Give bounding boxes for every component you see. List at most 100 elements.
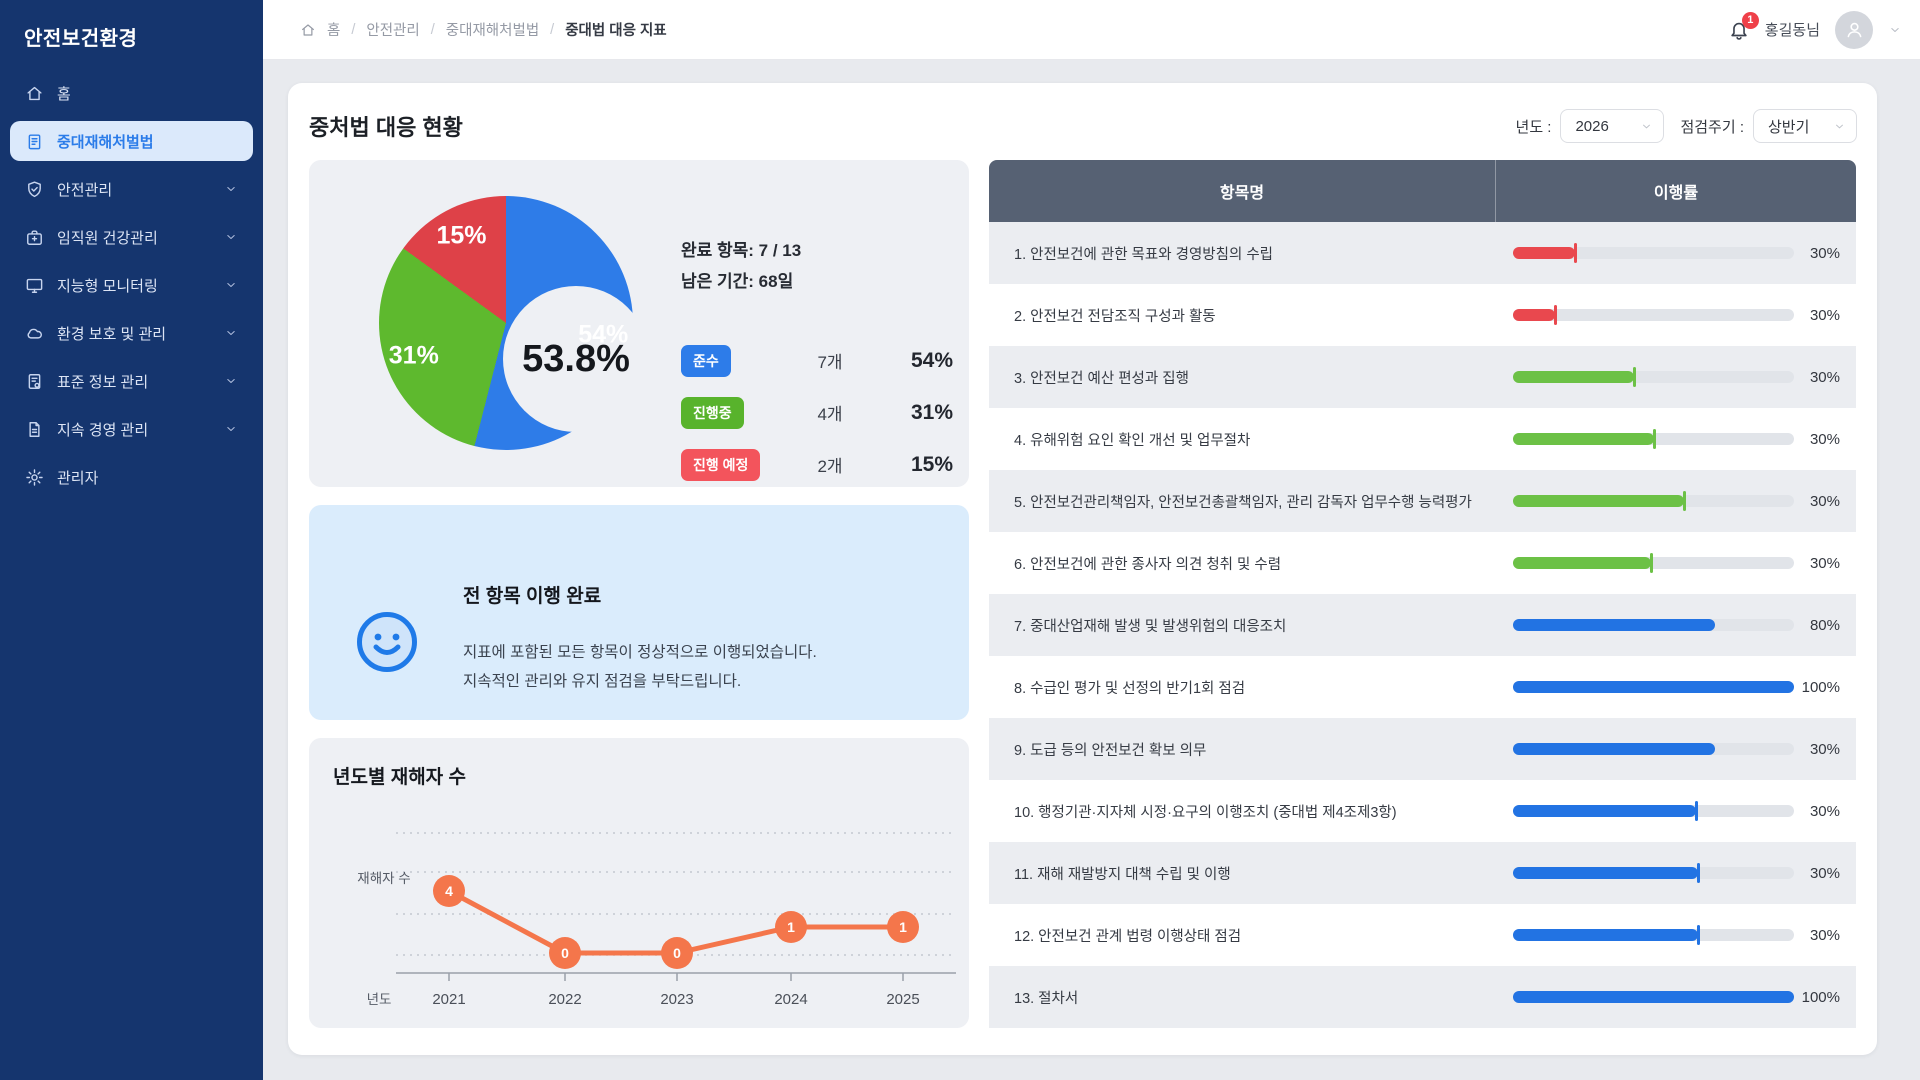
trend-point	[775, 911, 807, 943]
svg-text:1: 1	[899, 919, 907, 935]
trend-line-chart: 4 0 0 1 1 2021 2022 2023 2024 2025 재해자 수년도	[357, 832, 956, 1008]
trend-point	[661, 937, 693, 969]
legend-count: 7개	[817, 353, 843, 372]
progress-bar-marker	[1697, 863, 1701, 883]
row-rate-value: 30%	[1809, 306, 1840, 324]
legend-count: 4개	[817, 405, 843, 424]
table-row[interactable]: 9. 도급 등의 안전보건 확보 의무 30%	[989, 718, 1856, 780]
progress-bar	[1513, 305, 1794, 325]
progress-bar	[1513, 429, 1794, 449]
notice-body: 지표에 포함된 모든 항목이 정상적으로 이행되었습니다. 지속적인 관리와 유…	[463, 638, 817, 697]
notice-line-1: 지표에 포함된 모든 항목이 정상적으로 이행되었습니다.	[463, 644, 817, 661]
row-item-name: 8. 수급인 평가 및 선정의 반기1회 점검	[1014, 680, 1246, 697]
progress-bar	[1513, 863, 1794, 883]
table-row[interactable]: 4. 유해위험 요인 확인 개선 및 업무절차 30%	[989, 408, 1856, 470]
progress-bar-marker	[1697, 925, 1701, 945]
progress-bar	[1513, 367, 1794, 387]
notice-title: 전 항목 이행 완료	[463, 586, 602, 607]
row-rate-value: 30%	[1809, 802, 1840, 820]
legend-count: 2개	[817, 457, 843, 476]
cloud-icon	[25, 324, 44, 343]
chevron-down-icon	[224, 374, 238, 388]
row-rate-value: 30%	[1809, 492, 1840, 510]
chevron-down-icon[interactable]	[1888, 23, 1902, 37]
sidebar-item-environment[interactable]: 환경 보호 및 관리	[10, 313, 253, 353]
sidebar-item-label: 지능형 모니터링	[57, 277, 158, 295]
table-body: 1. 안전보건에 관한 목표와 경영방침의 수립 30% 2. 안전보건 전담조직 …	[989, 222, 1856, 1028]
row-rate-value: 30%	[1809, 244, 1840, 262]
table-row[interactable]: 10. 행정기관·지자체 시정·요구의 이행조치 (중대법 제4조제3항) 30%	[989, 780, 1856, 842]
progress-bar-fill	[1513, 247, 1575, 259]
chevron-down-icon	[224, 278, 238, 292]
trend-point	[887, 911, 919, 943]
row-rate-value: 30%	[1809, 926, 1840, 944]
svg-text:0: 0	[673, 945, 681, 961]
breadcrumb-item[interactable]: 중대재해처벌법	[445, 23, 540, 39]
progress-bar-marker	[1649, 553, 1653, 573]
progress-bar-fill	[1513, 619, 1716, 631]
table-row[interactable]: 5. 안전보건관리책임자, 안전보건총괄책임자, 관리 감독자 업무수행 능력평…	[989, 470, 1856, 532]
notification-bell-button[interactable]: 1	[1728, 11, 1759, 41]
table-row[interactable]: 7. 중대산업재해 발생 및 발생위험의 대응조치 80%	[989, 594, 1856, 656]
svg-text:0: 0	[561, 945, 569, 961]
period-select[interactable]: 상반기	[1753, 109, 1857, 143]
table-row[interactable]: 13. 절차서 100%	[989, 966, 1856, 1028]
progress-bar-marker	[1554, 305, 1558, 325]
legend-row: 진행 예정 2개 15%	[681, 446, 953, 483]
chevron-down-icon	[224, 326, 238, 340]
notification-badge: 1	[1741, 11, 1759, 29]
sidebar-item-label: 임직원 건강관리	[57, 229, 158, 247]
breadcrumb-item[interactable]: 홈	[327, 23, 341, 39]
sidebar-item-safety-management[interactable]: 안전관리	[10, 169, 253, 209]
row-item-name: 3. 안전보건 예산 편성과 집행	[1014, 370, 1189, 387]
breadcrumb-separator: /	[550, 21, 555, 38]
card-content: 53.8% 54% 31% 15% 완료 항목: 7 / 13 남은 기간: 68일…	[288, 143, 1877, 1048]
clipboard-icon	[25, 132, 44, 151]
topbar-user-area: 1 홍길동님	[1728, 10, 1902, 49]
progress-bar	[1513, 553, 1794, 573]
chevron-down-icon	[1833, 120, 1846, 133]
left-column: 53.8% 54% 31% 15% 완료 항목: 7 / 13 남은 기간: 68일…	[309, 160, 969, 1028]
sidebar-item-label: 관리자	[57, 469, 99, 487]
sidebar-item-smart-monitoring[interactable]: 지능형 모니터링	[10, 265, 253, 305]
year-select[interactable]: 2026	[1560, 109, 1665, 143]
breadcrumb-item: 중대법 대응 지표	[565, 23, 667, 39]
progress-bar-marker	[1652, 429, 1656, 449]
progress-bar-fill	[1513, 557, 1651, 569]
sidebar-item-standard-info[interactable]: 표준 정보 관리	[10, 361, 253, 401]
legend-percent: 15%	[910, 452, 953, 476]
smiley-face-icon	[355, 610, 419, 674]
table-row[interactable]: 1. 안전보건에 관한 목표와 경영방침의 수립 30%	[989, 222, 1856, 284]
breadcrumb-separator: /	[351, 21, 356, 38]
x-tick-label: 2024	[774, 991, 807, 1008]
chevron-down-icon	[224, 422, 238, 436]
row-item-name: 12. 안전보건 관계 법령 이행상태 점검	[1014, 928, 1242, 945]
sidebar-item-employee-health[interactable]: 임직원 건강관리	[10, 217, 253, 257]
progress-bar-track	[1513, 247, 1794, 259]
sidebar-item-sustainability[interactable]: 지속 경영 관리	[10, 409, 253, 449]
sidebar-item-label: 홈	[57, 85, 71, 103]
avatar[interactable]	[1835, 10, 1873, 49]
row-item-name: 9. 도급 등의 안전보건 확보 의무	[1014, 742, 1207, 759]
legend-row: 진행중 4개 31%	[681, 394, 953, 431]
sidebar-item-severe-accident-law[interactable]: 중대재해처벌법	[10, 121, 253, 161]
legend-percent: 31%	[910, 400, 953, 424]
donut-legend: 준수 7개 54% 진행중 4개 31% 진행 예정 2개 15%	[681, 342, 953, 483]
row-rate-value: 80%	[1809, 616, 1840, 634]
table-row[interactable]: 2. 안전보건 전담조직 구성과 활동 30%	[989, 284, 1856, 346]
sidebar-item-home[interactable]: 홈	[10, 73, 253, 113]
remaining-days-label: 남은 기간: 68일	[681, 271, 794, 291]
yearly-accident-panel: 년도별 재해자 수 4 0 0 1 1 2021 2022 2023 2024 2025 재해자 수…	[309, 738, 969, 1028]
table-row[interactable]: 12. 안전보건 관계 법령 이행상태 점검 30%	[989, 904, 1856, 966]
table-row[interactable]: 8. 수급인 평가 및 선정의 반기1회 점검 100%	[989, 656, 1856, 718]
sidebar-item-admin[interactable]: 관리자	[10, 457, 253, 497]
table-row[interactable]: 6. 안전보건에 관한 종사자 의견 청취 및 수렴 30%	[989, 532, 1856, 594]
sidebar-item-label: 안전관리	[57, 181, 113, 199]
table-row[interactable]: 11. 재해 재발방지 대책 수립 및 이행 30%	[989, 842, 1856, 904]
compliance-table: 항목명 이행률 1. 안전보건에 관한 목표와 경영방침의 수립 30% 2. 안전…	[989, 160, 1856, 1028]
breadcrumb-item[interactable]: 안전관리	[366, 23, 420, 39]
sidebar: 안전보건환경 홈 중대재해처벌법 안전관리 임직원 건강관리 지능형 모니터링 환경 보호…	[0, 0, 263, 1080]
topbar: 홈 / 안전관리 / 중대재해처벌법 / 중대법 대응 지표 1 홍길동님	[263, 0, 1920, 60]
table-row[interactable]: 3. 안전보건 예산 편성과 집행 30%	[989, 346, 1856, 408]
bell-icon	[1728, 19, 1750, 41]
